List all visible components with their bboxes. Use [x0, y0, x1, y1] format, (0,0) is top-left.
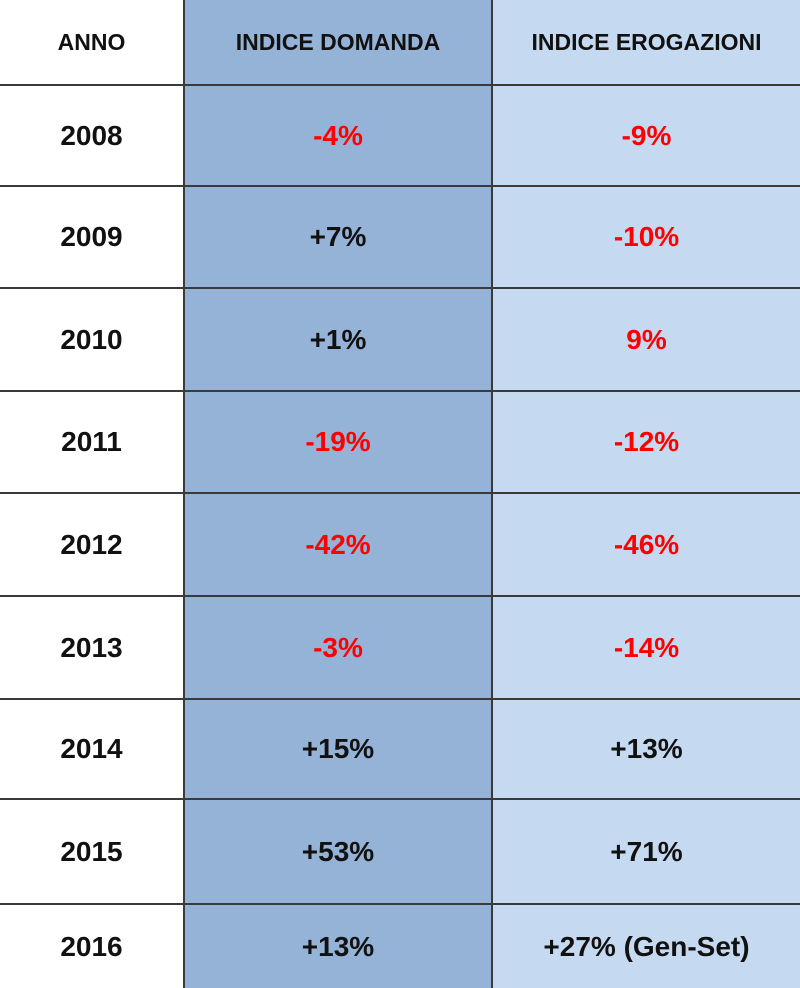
year-cell: 2012	[0, 494, 185, 597]
year-cell: 2011	[0, 392, 185, 494]
year-cell: 2009	[0, 187, 185, 289]
year-cell: 2008	[0, 86, 185, 187]
value-cell: +27% (Gen-Set)	[493, 905, 800, 988]
value-cell: +53%	[185, 800, 493, 905]
value-cell: +71%	[493, 800, 800, 905]
value-cell: +1%	[185, 289, 493, 392]
value-cell: -12%	[493, 392, 800, 494]
value-cell: +7%	[185, 187, 493, 289]
column-header: INDICE DOMANDA	[185, 0, 493, 86]
value-cell: -46%	[493, 494, 800, 597]
column-header: INDICE EROGAZIONI	[493, 0, 800, 86]
value-cell: -19%	[185, 392, 493, 494]
year-cell: 2013	[0, 597, 185, 700]
value-cell: -10%	[493, 187, 800, 289]
value-cell: 9%	[493, 289, 800, 392]
value-cell: +15%	[185, 700, 493, 800]
year-cell: 2010	[0, 289, 185, 392]
value-cell: -4%	[185, 86, 493, 187]
value-cell: -42%	[185, 494, 493, 597]
value-cell: -9%	[493, 86, 800, 187]
value-cell: +13%	[493, 700, 800, 800]
column-header: ANNO	[0, 0, 185, 86]
year-cell: 2015	[0, 800, 185, 905]
value-cell: -3%	[185, 597, 493, 700]
value-cell: +13%	[185, 905, 493, 988]
value-cell: -14%	[493, 597, 800, 700]
year-cell: 2014	[0, 700, 185, 800]
year-cell: 2016	[0, 905, 185, 988]
